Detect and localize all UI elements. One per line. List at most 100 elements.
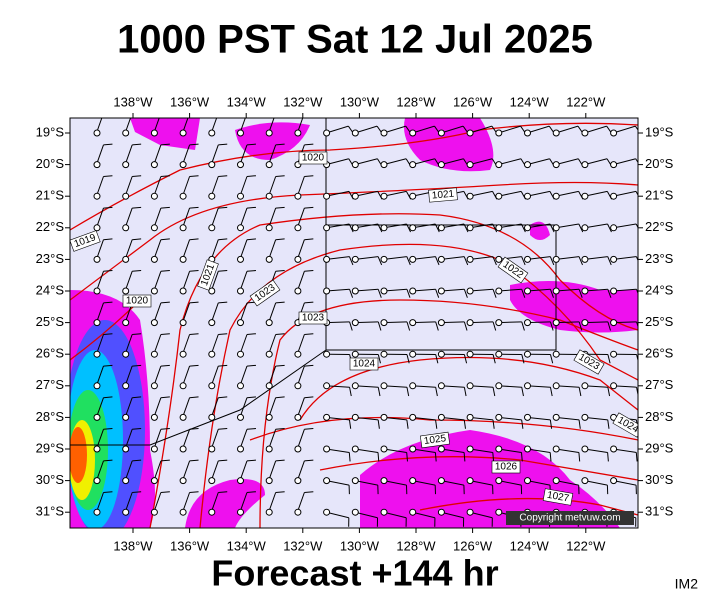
barb-shaft bbox=[240, 271, 248, 289]
barb-shaft bbox=[154, 492, 162, 510]
isobar-label-text: 1021 bbox=[431, 189, 455, 202]
barb-shaft bbox=[154, 365, 162, 384]
wind-barb bbox=[237, 333, 256, 358]
station bbox=[150, 382, 158, 390]
station bbox=[524, 287, 531, 295]
wind-barb bbox=[150, 491, 170, 516]
barb-shaft bbox=[587, 125, 607, 133]
wind-barb bbox=[380, 158, 412, 169]
wind-barb bbox=[581, 223, 612, 233]
wind-barb bbox=[208, 118, 218, 137]
station bbox=[466, 413, 474, 421]
station bbox=[380, 287, 388, 295]
wind-barb bbox=[93, 270, 113, 295]
barb-shaft bbox=[415, 480, 436, 486]
wind-barb bbox=[294, 428, 314, 453]
barb-shaft bbox=[269, 460, 277, 478]
wind-barb bbox=[495, 445, 523, 462]
barb-shaft bbox=[269, 144, 277, 162]
lat-label: 30°S bbox=[645, 472, 674, 487]
map-title: 1000 PST Sat 12 Jul 2025 bbox=[117, 18, 593, 62]
station bbox=[294, 192, 302, 200]
barb-feather bbox=[132, 428, 142, 430]
barb-shaft bbox=[154, 334, 162, 352]
barb-feather bbox=[635, 452, 638, 462]
station bbox=[552, 319, 560, 327]
barb-shaft bbox=[97, 118, 103, 131]
wind-barb bbox=[610, 158, 638, 169]
station bbox=[323, 477, 331, 485]
wind-barb bbox=[552, 382, 582, 397]
barb-shaft bbox=[183, 460, 191, 478]
barb-feather bbox=[275, 270, 285, 272]
barb-feather bbox=[246, 175, 256, 178]
station bbox=[524, 255, 531, 263]
wind-barb bbox=[93, 118, 103, 137]
station bbox=[495, 161, 503, 169]
station bbox=[351, 445, 359, 453]
lat-label: 31°S bbox=[36, 504, 65, 519]
barb-feather bbox=[304, 206, 314, 209]
barb-feather bbox=[578, 419, 581, 429]
station bbox=[179, 477, 187, 485]
station bbox=[466, 350, 474, 358]
lon-label: 124°W bbox=[510, 538, 550, 553]
barb-feather bbox=[160, 175, 170, 178]
barb-feather bbox=[635, 223, 638, 229]
barb-feather bbox=[406, 387, 410, 397]
barb-feather bbox=[607, 419, 610, 429]
station bbox=[179, 161, 187, 169]
station bbox=[552, 129, 560, 137]
barb-shaft bbox=[415, 288, 436, 292]
barb-shaft bbox=[444, 288, 465, 292]
station bbox=[265, 350, 273, 358]
barb-feather bbox=[103, 396, 113, 399]
barb-shaft bbox=[358, 449, 379, 453]
station bbox=[179, 224, 187, 232]
barb-feather bbox=[463, 452, 466, 462]
barb-feather bbox=[218, 459, 228, 462]
barb-feather bbox=[160, 143, 170, 146]
wind-barb bbox=[466, 477, 494, 495]
barb-feather bbox=[132, 459, 142, 462]
station bbox=[294, 477, 302, 485]
station bbox=[208, 192, 216, 200]
barb-shaft bbox=[444, 512, 464, 519]
barb-shaft bbox=[358, 223, 379, 228]
barb-shaft bbox=[358, 288, 379, 292]
wind-barb bbox=[380, 445, 408, 462]
isobar-label-box bbox=[419, 431, 451, 449]
lat-label: 23°S bbox=[645, 251, 674, 266]
wind-barb bbox=[581, 287, 612, 298]
barb-shaft bbox=[616, 480, 637, 486]
station bbox=[552, 445, 560, 453]
wind-barb bbox=[351, 319, 382, 331]
barb-feather bbox=[218, 428, 228, 430]
wind-barb bbox=[122, 459, 142, 485]
barb-feather bbox=[103, 238, 113, 241]
lon-label: 122°W bbox=[566, 94, 606, 109]
barb-shaft bbox=[559, 417, 580, 421]
barb-shaft bbox=[587, 480, 608, 486]
barb-feather bbox=[492, 452, 495, 462]
lat-label: 29°S bbox=[645, 440, 674, 455]
station bbox=[351, 255, 359, 263]
station bbox=[179, 192, 187, 200]
barb-shaft bbox=[587, 190, 608, 196]
wind-barb bbox=[237, 206, 256, 232]
barb-shaft bbox=[240, 118, 246, 131]
barb-shaft bbox=[97, 207, 104, 226]
wind-barb bbox=[409, 287, 440, 298]
lon-label: 126°W bbox=[453, 94, 493, 109]
barb-feather bbox=[189, 238, 199, 241]
barb-shaft bbox=[587, 158, 608, 165]
barb-shaft bbox=[329, 256, 350, 260]
station bbox=[380, 413, 388, 421]
station bbox=[351, 350, 359, 358]
wind-barb bbox=[179, 333, 199, 358]
barb-feather bbox=[434, 223, 440, 233]
barb-shaft bbox=[386, 449, 407, 453]
barb-shaft bbox=[125, 144, 133, 162]
wind-barb bbox=[552, 255, 583, 266]
barb-shaft bbox=[530, 417, 551, 421]
